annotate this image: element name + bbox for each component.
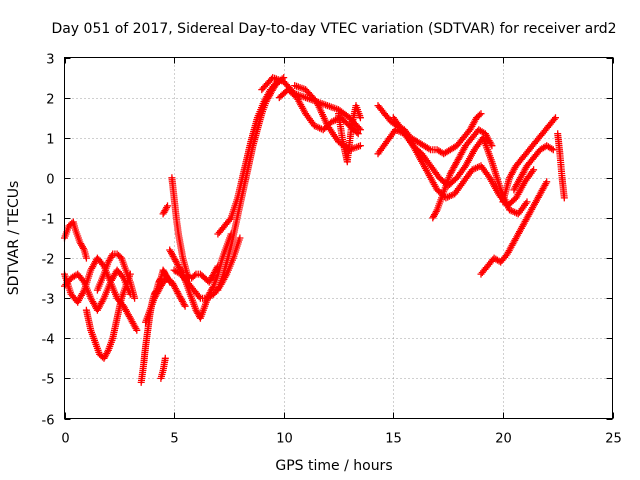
data-point: [356, 126, 364, 134]
x-tick-label: 15: [385, 432, 402, 447]
data-point: [552, 114, 559, 122]
y-tick-label: 0: [46, 173, 54, 188]
y-tick-label: -1: [42, 213, 55, 228]
data-point: [195, 293, 203, 301]
x-tick-label: 25: [605, 432, 622, 447]
data-point: [133, 326, 141, 334]
data-point: [164, 202, 171, 210]
data-point: [163, 204, 171, 211]
series-track-x: [499, 114, 559, 206]
data-point: [108, 252, 116, 260]
series-track-g: [142, 274, 189, 326]
data-point: [236, 234, 244, 242]
data-point: [354, 130, 362, 138]
x-tick-label: 5: [170, 432, 178, 447]
data-point: [523, 198, 531, 206]
series-track-v: [429, 126, 496, 222]
y-tick-label: 2: [46, 93, 54, 108]
series-track-h: [157, 354, 169, 382]
series-track-w: [477, 178, 551, 278]
y-tick-label: -4: [42, 333, 55, 348]
axis-ticks: 0 5 10 15 20 25 -6 -5 -4 -3 -2 -1 0 1 2 3: [42, 53, 622, 447]
data-point: [550, 115, 558, 123]
chart-title: Day 051 of 2017, Sidereal Day-to-day VTE…: [51, 21, 616, 37]
data-point: [560, 194, 568, 202]
y-tick-label: -6: [42, 414, 55, 429]
x-tick-label: 20: [495, 432, 512, 447]
data-points: [61, 74, 568, 386]
data-point: [355, 124, 363, 132]
series-track-p: [275, 86, 362, 138]
series-track-r: [335, 102, 364, 166]
series-track-y: [510, 142, 557, 194]
data-point: [79, 277, 87, 284]
data-point: [488, 142, 496, 150]
y-tick-label: 1: [46, 133, 54, 148]
data-point: [432, 208, 440, 215]
series-track-a: [61, 218, 90, 262]
series-track-d: [82, 270, 134, 362]
series-track-o: [258, 74, 364, 134]
series-track-e: [93, 250, 139, 302]
y-tick-label: 3: [46, 53, 54, 68]
data-point: [181, 302, 189, 310]
data-point: [548, 145, 556, 153]
data-point: [104, 348, 111, 356]
data-point: [180, 301, 188, 309]
data-point: [549, 146, 557, 154]
data-point: [356, 114, 364, 122]
series-track-j: [168, 174, 222, 286]
y-axis-label: SDTVAR / TECUs: [6, 181, 22, 296]
x-tick-label: 10: [276, 432, 293, 447]
data-point: [82, 254, 90, 262]
y-tick-label: -3: [42, 293, 55, 308]
data-point: [191, 271, 199, 279]
y-tick-label: -5: [42, 373, 55, 388]
data-point: [79, 244, 87, 252]
data-point: [226, 216, 234, 223]
plot-frame: [64, 57, 613, 419]
data-point: [476, 111, 483, 119]
data-point: [209, 284, 217, 292]
data-point: [477, 110, 485, 118]
data-point: [353, 128, 361, 136]
x-axis-label: GPS time / hours: [275, 458, 392, 474]
data-point: [356, 142, 364, 150]
data-point: [131, 294, 139, 302]
series-track-n: [214, 74, 288, 294]
series-track-z: [554, 130, 568, 202]
series-track-i: [159, 202, 171, 218]
x-tick-label: 0: [61, 432, 69, 447]
data-point: [543, 178, 551, 186]
data-point: [530, 166, 538, 174]
y-tick-label: -2: [42, 253, 55, 268]
data-point: [161, 354, 169, 362]
